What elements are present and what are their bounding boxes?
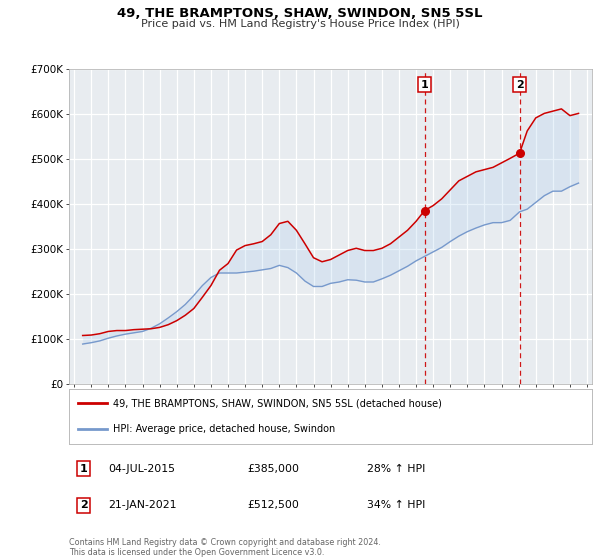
- Text: 04-JUL-2015: 04-JUL-2015: [108, 464, 175, 474]
- Text: 2: 2: [515, 80, 523, 90]
- Text: £512,500: £512,500: [247, 500, 299, 510]
- Text: Price paid vs. HM Land Registry's House Price Index (HPI): Price paid vs. HM Land Registry's House …: [140, 19, 460, 29]
- Text: 1: 1: [421, 80, 428, 90]
- Text: This data is licensed under the Open Government Licence v3.0.: This data is licensed under the Open Gov…: [69, 548, 325, 557]
- Text: 49, THE BRAMPTONS, SHAW, SWINDON, SN5 5SL (detached house): 49, THE BRAMPTONS, SHAW, SWINDON, SN5 5S…: [113, 399, 442, 408]
- Text: 49, THE BRAMPTONS, SHAW, SWINDON, SN5 5SL: 49, THE BRAMPTONS, SHAW, SWINDON, SN5 5S…: [117, 7, 483, 20]
- Text: 28% ↑ HPI: 28% ↑ HPI: [367, 464, 425, 474]
- Text: 34% ↑ HPI: 34% ↑ HPI: [367, 500, 425, 510]
- Text: HPI: Average price, detached house, Swindon: HPI: Average price, detached house, Swin…: [113, 424, 336, 433]
- Text: £385,000: £385,000: [247, 464, 299, 474]
- Text: Contains HM Land Registry data © Crown copyright and database right 2024.: Contains HM Land Registry data © Crown c…: [69, 538, 381, 547]
- Text: 1: 1: [80, 464, 88, 474]
- Text: 2: 2: [80, 500, 88, 510]
- Text: 21-JAN-2021: 21-JAN-2021: [108, 500, 177, 510]
